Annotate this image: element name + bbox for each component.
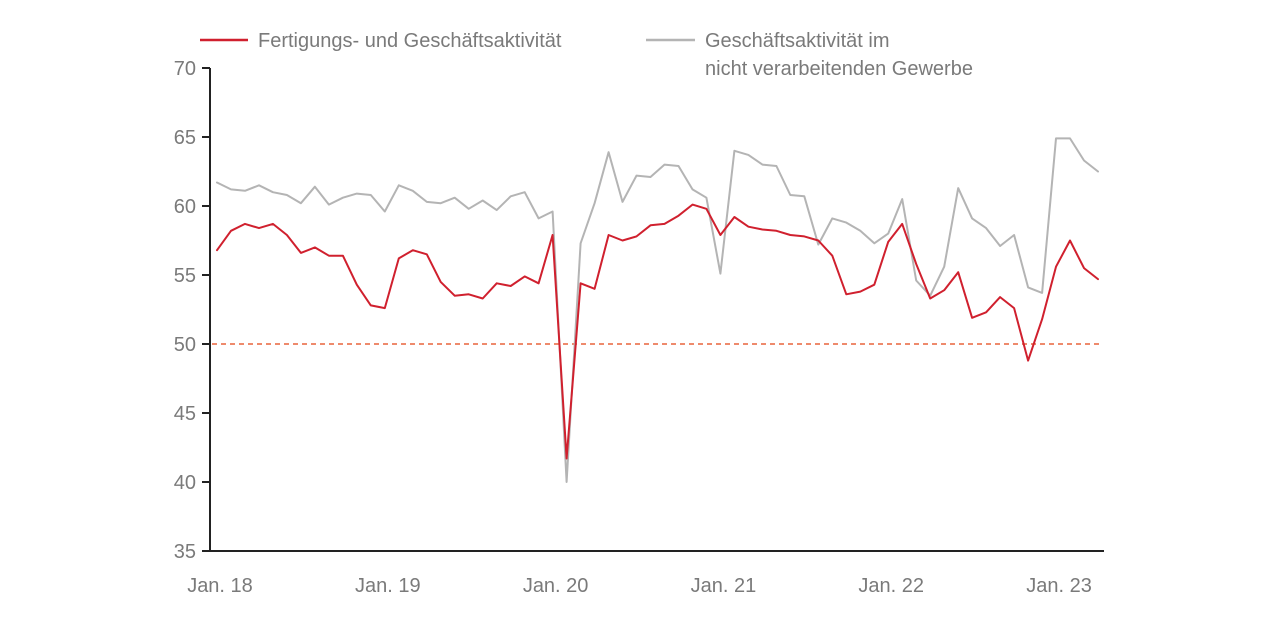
y-tick-label: 45 [174,403,196,425]
x-tick-label: Jan. 21 [691,575,757,597]
x-tick-label: Jan. 18 [187,575,253,597]
y-tick-label: 35 [174,541,196,563]
y-ticks: 35 40 45 50 55 60 65 70 [174,58,210,563]
y-tick-label: 55 [174,265,196,287]
y-tick-label: 40 [174,472,196,494]
legend-label-series-1-line-2: nicht verarbeitenden Gewerbe [705,58,973,80]
y-tick-label: 65 [174,127,196,149]
series-line-1 [216,137,1099,483]
legend: Fertigungs- und Geschäftsaktivität Gesch… [200,30,973,80]
x-tick-label: Jan. 19 [355,575,421,597]
legend-label-series-1-line-1: Geschäftsaktivität im [705,30,890,52]
series-line-0 [216,203,1099,460]
series-group [216,137,1099,483]
y-tick-label: 60 [174,196,196,218]
x-tick-label: Jan. 23 [1026,575,1092,597]
y-tick-label: 70 [174,58,196,80]
x-tick-label: Jan. 22 [858,575,924,597]
x-ticks: Jan. 18 Jan. 19 Jan. 20 Jan. 21 Jan. 22 Jan. … [187,575,1092,597]
legend-label-series-0: Fertigungs- und Geschäftsaktivität [258,30,562,52]
x-tick-label: Jan. 20 [523,575,589,597]
y-tick-label: 50 [174,334,196,356]
